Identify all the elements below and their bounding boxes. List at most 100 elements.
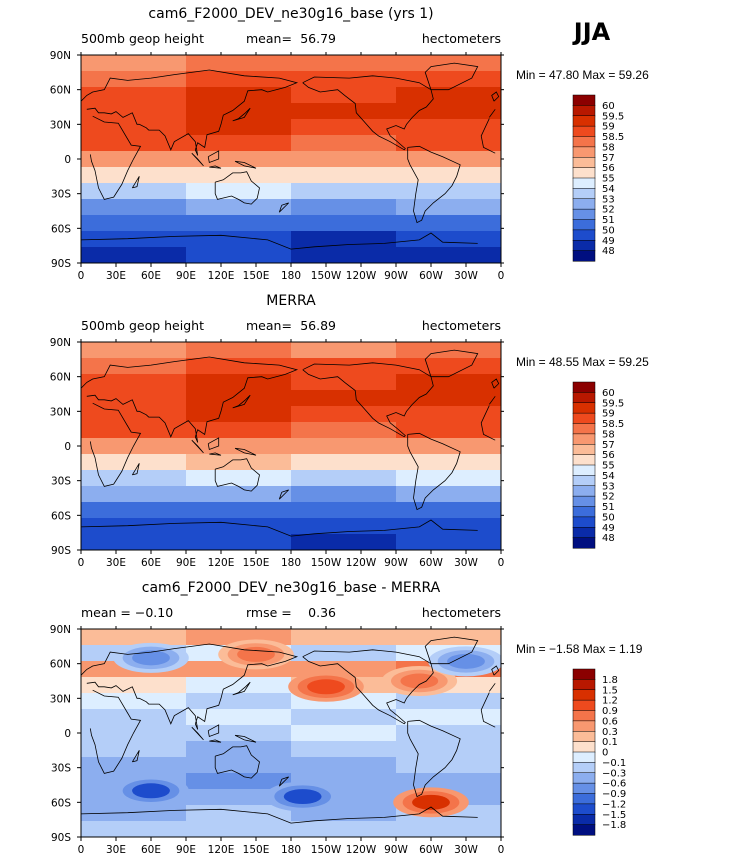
colorbar-label: 1.5	[602, 685, 618, 696]
y-tick-label: 90S	[51, 258, 71, 270]
field-cell	[396, 741, 501, 758]
field-cell	[81, 103, 187, 120]
field-cell	[186, 773, 292, 790]
colorbar-label: 60	[602, 101, 615, 112]
field-cell	[186, 167, 292, 184]
coastline	[424, 349, 479, 378]
colorbar-swatch	[572, 423, 596, 435]
coastline	[209, 452, 222, 456]
field-cell	[291, 486, 397, 503]
coastline	[491, 665, 500, 676]
x-tick-label: 30W	[454, 557, 478, 569]
x-tick-label: 120W	[346, 270, 377, 282]
anomaly-contour	[132, 650, 170, 666]
field-cell	[396, 71, 501, 88]
y-tick-label: 30N	[50, 693, 71, 705]
x-tick-label: 120W	[346, 844, 377, 856]
panel-stat-label: mean=	[246, 31, 292, 46]
y-tick-label: 30S	[51, 189, 71, 201]
field-cell	[186, 518, 292, 535]
colorbar-swatch	[572, 250, 596, 262]
coastlines	[81, 636, 500, 824]
field-cell	[396, 406, 501, 423]
colorbar-label: 49	[602, 236, 615, 247]
colorbar-swatch	[572, 793, 596, 805]
x-tick-label: 30W	[454, 270, 478, 282]
panel-min-max: Min = 48.55 Max = 59.25	[516, 355, 649, 369]
x-tick-label: 0	[498, 844, 505, 856]
colorbar-label: 53	[602, 481, 615, 492]
y-tick-label: 30N	[50, 119, 71, 131]
y-tick-label: 0	[64, 154, 71, 166]
x-tick-label: 60E	[141, 844, 161, 856]
coastline	[302, 75, 434, 151]
colorbar-swatch	[572, 177, 596, 189]
coastline	[234, 734, 257, 743]
field-cell	[186, 422, 292, 439]
field-cell	[186, 151, 292, 168]
colorbar-label: 0.6	[602, 716, 618, 727]
y-tick-label: 30S	[51, 763, 71, 775]
colorbar-swatch	[572, 94, 596, 106]
field-cell	[186, 502, 292, 519]
field-cell	[186, 406, 292, 423]
y-tick-label: 30S	[51, 476, 71, 488]
field-cell	[81, 470, 187, 487]
colorbar-swatch	[572, 381, 596, 393]
field-cell	[81, 757, 187, 774]
panel-title: cam6_F2000_DEV_ne30g16_base (yrs 1)	[148, 6, 433, 22]
field-cell	[291, 645, 397, 662]
x-tick-label: 30E	[106, 270, 126, 282]
colorbar-swatch	[572, 731, 596, 743]
field-cell	[291, 390, 397, 407]
coastlines	[81, 62, 500, 250]
field-layer	[81, 342, 501, 550]
field-cell	[291, 215, 397, 232]
coastline	[234, 160, 257, 169]
field-cell	[186, 789, 292, 806]
x-tick-label: 150W	[311, 844, 342, 856]
field-cell	[81, 183, 187, 200]
field-cell	[291, 374, 397, 391]
field-cell	[291, 757, 397, 774]
coastline	[278, 489, 289, 500]
colorbar-label: 0.9	[602, 706, 618, 717]
colorbar-label: 1.2	[602, 696, 618, 707]
panel-left-label: 500mb geop height	[81, 31, 204, 46]
y-tick-label: 60N	[50, 85, 71, 97]
colorbar-swatch	[572, 741, 596, 753]
x-tick-label: 90W	[384, 270, 408, 282]
coastline	[302, 649, 434, 725]
colorbar-label: −0.9	[602, 789, 626, 800]
x-tick-label: 90W	[384, 557, 408, 569]
field-cell	[186, 725, 292, 742]
field-cell	[396, 693, 501, 710]
field-cell	[396, 103, 501, 120]
colorbar-label: 57	[602, 440, 615, 451]
panel-min-max: Min = 47.80 Max = 59.26	[516, 68, 649, 82]
coastline	[214, 745, 260, 779]
field-cell	[396, 199, 501, 216]
x-tick-label: 180	[281, 844, 301, 856]
anomaly-contour	[447, 653, 485, 669]
colorbar-swatch	[572, 240, 596, 252]
panel-stat-label: rmse =	[246, 605, 292, 620]
coastline	[131, 750, 140, 763]
field-cell	[291, 167, 397, 184]
panel-units: hectometers	[422, 31, 501, 46]
coastline	[207, 437, 220, 451]
field-cell	[81, 454, 187, 471]
coastline	[81, 356, 496, 443]
coastline	[232, 394, 251, 409]
field-cell	[81, 534, 187, 550]
map-panel-3: cam6_F2000_DEV_ne30g16_base - MERRA mean …	[50, 580, 643, 856]
colorbar-label: 59	[602, 122, 615, 133]
field-cell	[81, 135, 187, 152]
colorbar-swatch	[572, 495, 596, 508]
colorbar-label: 54	[602, 184, 615, 195]
colorbar-swatch	[572, 699, 596, 712]
field-cell	[81, 374, 187, 391]
colorbar-swatch	[572, 720, 596, 732]
field-cell	[396, 518, 501, 535]
field-cell	[186, 55, 292, 72]
